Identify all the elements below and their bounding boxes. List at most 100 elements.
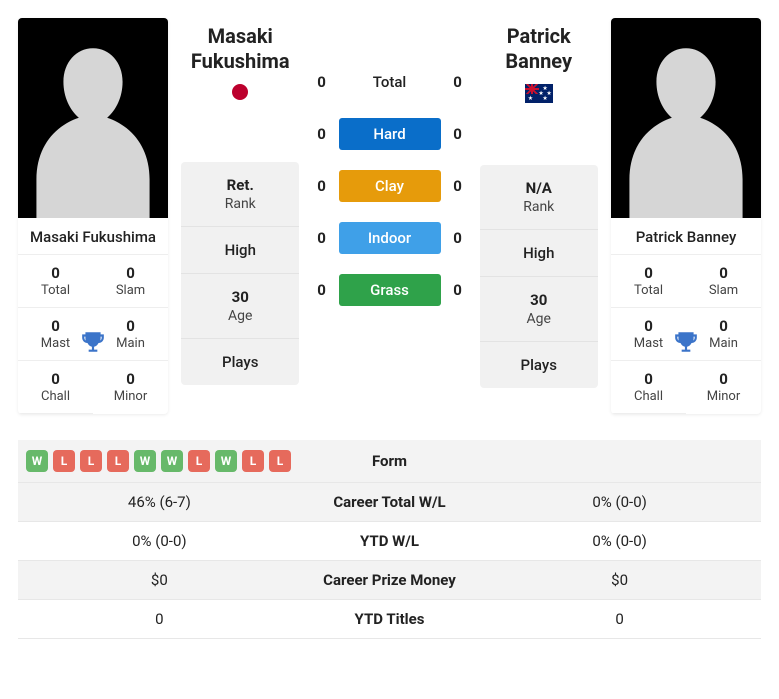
titles-slam: 0 Slam <box>93 255 168 308</box>
titles-slam-lbl: Slam <box>688 283 759 298</box>
player-heading-left: Masaki Fukushima <box>180 18 300 104</box>
player-card-left: Masaki Fukushima 0 Total 0 Slam 0 Mast 0… <box>18 18 168 414</box>
titles-total: 0 Total <box>18 255 93 308</box>
rank-row-right: N/A Rank <box>480 165 598 230</box>
form-left: WLLLWWLWLL <box>24 450 295 472</box>
h2h-clay-left: 0 <box>313 177 331 195</box>
player-heading-line1-left: Masaki <box>180 24 300 49</box>
titles-total: 0 Total <box>611 255 686 308</box>
titles-chall-val: 0 <box>20 370 91 388</box>
info-card-left: Ret. Rank High 30 Age Plays <box>181 162 299 385</box>
comparison-row: 46% (6-7)Career Total W/L0% (0-0) <box>18 483 761 522</box>
rank-val-left: Ret. <box>185 176 295 194</box>
titles-total-val: 0 <box>20 264 91 282</box>
rank-lbl-left: Rank <box>185 196 295 212</box>
player-heading-line2-right: Banney <box>479 49 599 74</box>
silhouette-icon <box>28 38 158 218</box>
flag-right: ★ ★ ★ ★ ★ <box>525 84 553 107</box>
form-loss-box: L <box>53 450 75 472</box>
info-card-right: N/A Rank High 30 Age Plays <box>480 165 598 388</box>
titles-main-lbl: Main <box>688 336 759 351</box>
titles-chall: 0 Chall <box>611 361 686 414</box>
comparison-right: 0 <box>484 610 755 628</box>
form-win-box: W <box>134 450 156 472</box>
form-loss-box: L <box>188 450 210 472</box>
titles-chall-lbl: Chall <box>613 389 684 404</box>
titles-total-val: 0 <box>613 264 684 282</box>
silhouette-icon <box>621 38 751 218</box>
titles-chall-val: 0 <box>613 370 684 388</box>
h2h-total-label: Total <box>339 66 441 98</box>
comparison-label: YTD Titles <box>295 610 485 628</box>
comparison-right: 0% (0-0) <box>484 532 755 550</box>
h2h-indoor-label[interactable]: Indoor <box>339 222 441 254</box>
h2h-grass-left: 0 <box>313 281 331 299</box>
titles-slam-lbl: Slam <box>95 283 166 298</box>
titles-minor: 0 Minor <box>93 361 168 414</box>
h2h-hard[interactable]: 0 Hard 0 <box>313 118 467 150</box>
h2h-clay[interactable]: 0 Clay 0 <box>313 170 467 202</box>
comparison-right: 0% (0-0) <box>484 493 755 511</box>
player-name-left: Masaki Fukushima <box>18 218 168 255</box>
player-photo-right <box>611 18 761 218</box>
high-row-left: High <box>181 227 299 274</box>
comparison-label: YTD W/L <box>295 532 485 550</box>
plays-row-right: Plays <box>480 342 598 388</box>
plays-row-left: Plays <box>181 339 299 385</box>
comparison-label: Career Total W/L <box>295 493 485 511</box>
form-loss-box: L <box>107 450 129 472</box>
titles-mast-val: 0 <box>613 317 684 335</box>
comparison-label: Career Prize Money <box>295 571 485 589</box>
rank-lbl-right: Rank <box>484 199 594 215</box>
titles-minor: 0 Minor <box>686 361 761 414</box>
form-row: WLLLWWLWLL Form <box>18 440 761 483</box>
titles-mast: 0 Mast <box>18 308 93 361</box>
rank-val-right: N/A <box>484 179 594 197</box>
titles-slam-val: 0 <box>688 264 759 282</box>
age-row-right: 30 Age <box>480 277 598 342</box>
h2h-clay-label[interactable]: Clay <box>339 170 441 202</box>
h2h-hard-label[interactable]: Hard <box>339 118 441 150</box>
h2h-total-left: 0 <box>313 73 331 91</box>
form-label: Form <box>295 452 485 470</box>
titles-minor-lbl: Minor <box>688 389 759 404</box>
titles-mast-val: 0 <box>20 317 91 335</box>
titles-minor-lbl: Minor <box>95 389 166 404</box>
comparison-left: 46% (6-7) <box>24 493 295 511</box>
h2h-hard-right: 0 <box>449 125 467 143</box>
titles-grid-left: 0 Total 0 Slam 0 Mast 0 Main 0 Chall 0 M… <box>18 255 168 414</box>
titles-main-val: 0 <box>688 317 759 335</box>
form-loss-box: L <box>80 450 102 472</box>
comparison-row: 0YTD Titles0 <box>18 600 761 639</box>
form-loss-box: L <box>242 450 264 472</box>
titles-total-lbl: Total <box>20 283 91 298</box>
age-val-right: 30 <box>484 291 594 309</box>
titles-mast-lbl: Mast <box>20 336 91 351</box>
form-win-box: W <box>215 450 237 472</box>
titles-minor-val: 0 <box>688 370 759 388</box>
comparison-left: $0 <box>24 571 295 589</box>
titles-total-lbl: Total <box>613 283 684 298</box>
age-lbl-right: Age <box>484 311 594 327</box>
h2h-column: 0 Total 0 0 Hard 0 0 Clay 0 0 Indoor 0 0… <box>313 18 467 306</box>
titles-slam: 0 Slam <box>686 255 761 308</box>
flag-left <box>232 84 248 104</box>
titles-slam-val: 0 <box>95 264 166 282</box>
titles-main: 0 Main <box>93 308 168 361</box>
comparison-left: 0% (0-0) <box>24 532 295 550</box>
player-heading-right: Patrick Banney ★ ★ ★ ★ ★ <box>479 18 599 107</box>
titles-mast: 0 Mast <box>611 308 686 361</box>
h2h-indoor-right: 0 <box>449 229 467 247</box>
h2h-grass[interactable]: 0 Grass 0 <box>313 274 467 306</box>
h2h-indoor[interactable]: 0 Indoor 0 <box>313 222 467 254</box>
comparison-left: 0 <box>24 610 295 628</box>
player-heading-line2-left: Fukushima <box>180 49 300 74</box>
h2h-clay-right: 0 <box>449 177 467 195</box>
h2h-total: 0 Total 0 <box>313 66 467 98</box>
titles-chall: 0 Chall <box>18 361 93 414</box>
age-lbl-left: Age <box>185 308 295 324</box>
h2h-total-right: 0 <box>449 73 467 91</box>
player-heading-line1-right: Patrick <box>479 24 599 49</box>
h2h-grass-label[interactable]: Grass <box>339 274 441 306</box>
form-win-box: W <box>26 450 48 472</box>
